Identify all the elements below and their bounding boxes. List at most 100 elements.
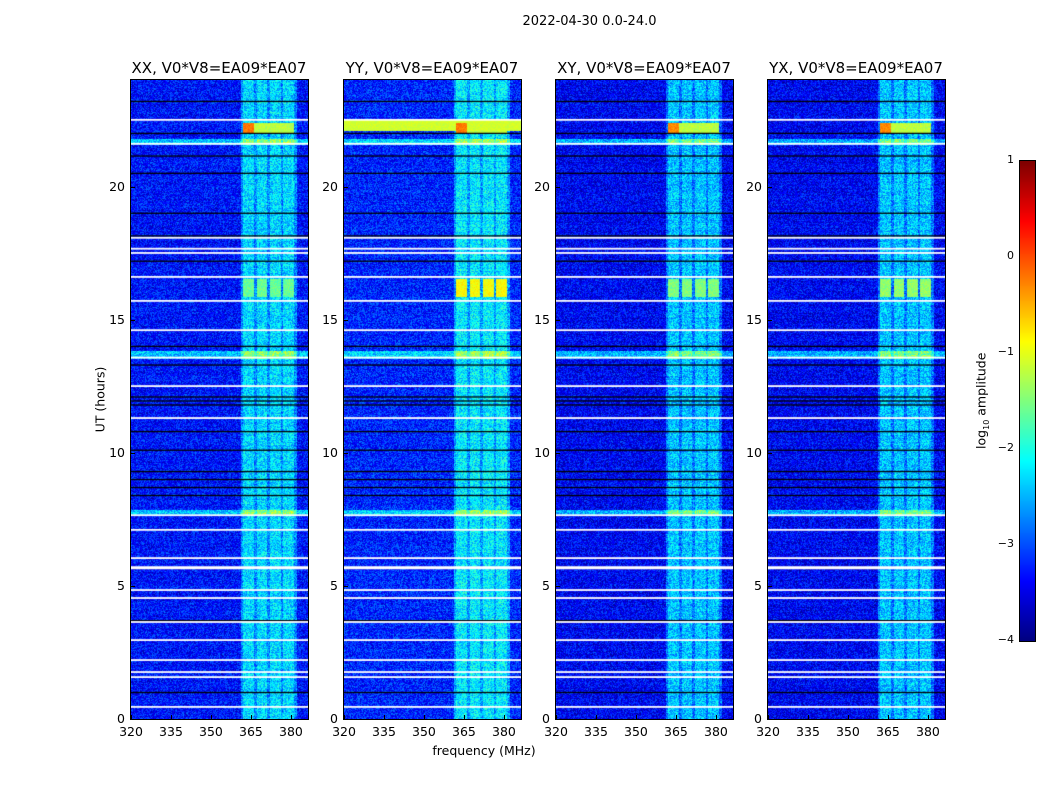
- y-tick-mark: [344, 585, 348, 587]
- x-tick-mark: [887, 715, 889, 719]
- y-tick-mark: [768, 719, 772, 720]
- y-tick-label: 10: [322, 444, 338, 460]
- spectrogram-heatmap: [344, 80, 521, 719]
- x-tick-mark: [635, 715, 637, 719]
- y-tick-label: 5: [542, 577, 550, 593]
- x-tick-mark: [463, 715, 465, 719]
- spectrogram-panel: [767, 79, 946, 720]
- x-tick-label: 350: [412, 724, 436, 739]
- x-tick-mark: [290, 715, 292, 719]
- x-tick-mark: [344, 715, 345, 719]
- y-tick-label: 5: [330, 577, 338, 593]
- spectrogram-heatmap: [768, 80, 945, 719]
- panel-title: YY, V0*V8=EA09*EA07: [345, 59, 519, 77]
- figure-suptitle: 2022-04-30 0.0-24.0: [522, 14, 657, 29]
- spectrogram-heatmap: [556, 80, 733, 719]
- x-tick-label: 335: [584, 724, 608, 739]
- y-tick-mark: [768, 452, 772, 454]
- y-tick-label: 10: [534, 444, 550, 460]
- y-tick-label: 5: [754, 577, 762, 593]
- colorbar-tick-label: −1: [997, 345, 1014, 358]
- colorbar-tick-label: 0: [1007, 249, 1014, 262]
- x-tick-label: 365: [664, 724, 688, 739]
- x-tick-label: 365: [876, 724, 900, 739]
- y-tick-mark: [131, 719, 135, 720]
- x-tick-label: 335: [372, 724, 396, 739]
- x-tick-mark: [556, 715, 557, 719]
- x-tick-mark: [807, 715, 809, 719]
- y-tick-mark: [344, 186, 348, 188]
- spectrogram-panel: [555, 79, 734, 720]
- x-tick-label: 380: [492, 724, 516, 739]
- y-tick-label: 15: [109, 311, 125, 327]
- y-tick-mark: [556, 186, 560, 188]
- x-tick-label: 350: [199, 724, 223, 739]
- y-tick-mark: [556, 585, 560, 587]
- x-tick-mark: [847, 715, 849, 719]
- x-tick-label: 350: [624, 724, 648, 739]
- panel-title: YX, V0*V8=EA09*EA07: [769, 59, 943, 77]
- y-tick-mark: [768, 186, 772, 188]
- x-tick-label: 380: [916, 724, 940, 739]
- panel-title: XY, V0*V8=EA09*EA07: [557, 59, 731, 77]
- x-tick-label: 380: [704, 724, 728, 739]
- x-tick-mark: [383, 715, 385, 719]
- y-tick-label: 20: [746, 178, 762, 194]
- colorbar: [1019, 160, 1036, 642]
- y-tick-mark: [131, 319, 135, 321]
- x-tick-mark: [131, 715, 132, 719]
- y-tick-mark: [768, 585, 772, 587]
- y-tick-mark: [131, 186, 135, 188]
- x-tick-mark: [595, 715, 597, 719]
- y-tick-label: 15: [746, 311, 762, 327]
- x-tick-mark: [927, 715, 929, 719]
- x-tick-label: 320: [756, 724, 780, 739]
- colorbar-tick-label: −2: [997, 441, 1014, 454]
- x-tick-mark: [423, 715, 425, 719]
- y-tick-mark: [556, 452, 560, 454]
- x-tick-mark: [715, 715, 717, 719]
- colorbar-tick-label: −3: [997, 537, 1014, 550]
- y-tick-label: 0: [542, 711, 550, 726]
- colorbar-label: log10 amplitude: [973, 352, 991, 449]
- y-tick-label: 15: [534, 311, 550, 327]
- y-tick-mark: [556, 719, 560, 720]
- x-tick-mark: [675, 715, 677, 719]
- y-tick-label: 0: [117, 711, 125, 726]
- y-tick-label: 20: [534, 178, 550, 194]
- y-tick-mark: [556, 319, 560, 321]
- y-tick-label: 20: [322, 178, 338, 194]
- x-tick-label: 350: [836, 724, 860, 739]
- spectrogram-panel: [343, 79, 522, 720]
- x-tick-label: 320: [332, 724, 356, 739]
- y-tick-mark: [131, 452, 135, 454]
- x-tick-label: 365: [452, 724, 476, 739]
- y-tick-mark: [131, 585, 135, 587]
- x-tick-mark: [768, 715, 769, 719]
- colorbar-tick-label: −4: [997, 633, 1014, 646]
- y-tick-label: 15: [322, 311, 338, 327]
- y-tick-label: 20: [109, 178, 125, 194]
- spectrogram-panel: [130, 79, 309, 720]
- x-tick-label: 320: [119, 724, 143, 739]
- x-tick-mark: [503, 715, 505, 719]
- x-tick-mark: [210, 715, 212, 719]
- panel-title: XX, V0*V8=EA09*EA07: [131, 59, 307, 77]
- y-tick-mark: [344, 719, 348, 720]
- y-tick-label: 0: [754, 711, 762, 726]
- x-tick-label: 365: [239, 724, 263, 739]
- x-tick-mark: [250, 715, 252, 719]
- y-tick-label: 10: [746, 444, 762, 460]
- y-tick-label: 10: [109, 444, 125, 460]
- x-tick-mark: [170, 715, 172, 719]
- colorbar-tick-label: 1: [1007, 153, 1014, 166]
- y-tick-label: 5: [117, 577, 125, 593]
- x-axis-label: frequency (MHz): [432, 743, 536, 758]
- spectrogram-heatmap: [131, 80, 308, 719]
- x-tick-label: 335: [159, 724, 183, 739]
- x-tick-label: 320: [544, 724, 568, 739]
- x-tick-label: 380: [279, 724, 303, 739]
- y-tick-label: 0: [330, 711, 338, 726]
- y-tick-mark: [344, 319, 348, 321]
- y-tick-mark: [768, 319, 772, 321]
